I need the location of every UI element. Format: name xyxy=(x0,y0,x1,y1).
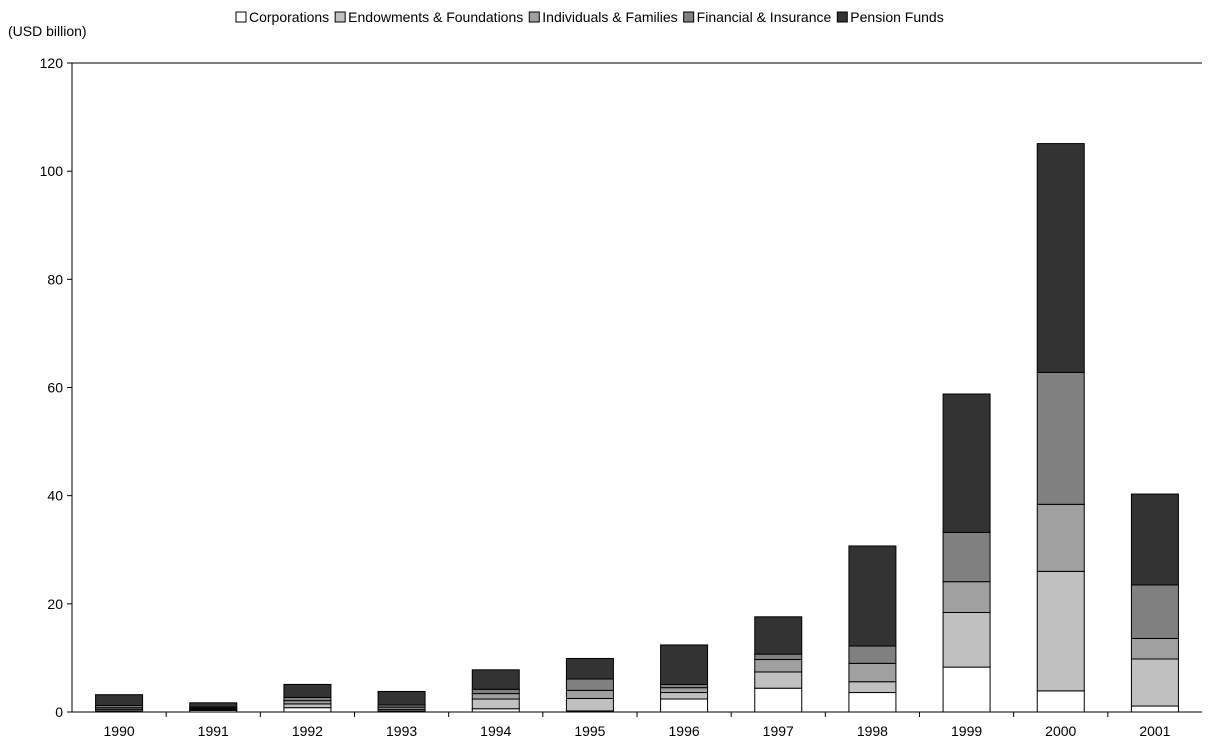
bar-segment-1999-series-0 xyxy=(942,666,991,713)
bar-segment-1997-series-1 xyxy=(754,671,803,689)
y-tick-label: 40 xyxy=(47,488,63,504)
bar-segment-1997-series-0 xyxy=(754,687,803,713)
bar-segment-2001-series-0 xyxy=(1130,705,1179,713)
bar-segment-2000-series-0 xyxy=(1036,690,1085,713)
bar-segment-2001-series-1 xyxy=(1130,658,1179,707)
bar-segment-1995-series-1 xyxy=(565,697,614,712)
bar-segment-1999-series-3 xyxy=(942,531,991,583)
legend-swatch xyxy=(683,11,695,23)
bar-segment-1997-series-4 xyxy=(754,616,803,655)
legend-item-4: Pension Funds xyxy=(836,9,944,25)
bar-segment-1996-series-4 xyxy=(660,644,709,685)
legend-swatch xyxy=(334,11,346,23)
legend-label: Individuals & Families xyxy=(542,9,677,25)
legend-swatch xyxy=(235,11,247,23)
bar-segment-1992-series-1 xyxy=(283,703,332,709)
x-tick-label-1999: 1999 xyxy=(951,723,982,739)
bar-segment-2001-series-3 xyxy=(1130,584,1179,639)
bar-segment-1999-series-1 xyxy=(942,611,991,668)
bar-segment-1996-series-0 xyxy=(660,698,709,713)
y-tick-label: 60 xyxy=(47,380,63,396)
bar-segment-2001-series-4 xyxy=(1130,493,1179,586)
bar-segment-1995-series-2 xyxy=(565,689,614,699)
legend-label: Endowments & Foundations xyxy=(348,9,523,25)
x-tick-label-2001: 2001 xyxy=(1139,723,1170,739)
x-tick-label-1995: 1995 xyxy=(574,723,605,739)
bar-segment-1998-series-0 xyxy=(848,692,897,713)
bar-segment-2000-series-4 xyxy=(1036,143,1085,373)
bar-segment-2001-series-2 xyxy=(1130,637,1179,660)
bar-segment-1990-series-4 xyxy=(95,694,144,707)
bar-segment-1994-series-4 xyxy=(471,669,520,690)
x-tick-label-1993: 1993 xyxy=(386,723,417,739)
bar-segment-1994-series-1 xyxy=(471,698,520,710)
bar-segment-1997-series-3 xyxy=(754,653,803,661)
x-tick-label-2000: 2000 xyxy=(1045,723,1076,739)
bar-segment-1992-series-0 xyxy=(283,707,332,713)
bar-segment-1991-series-4 xyxy=(189,702,238,708)
bar-segment-1993-series-4 xyxy=(377,690,426,706)
bar-segment-1998-series-4 xyxy=(848,545,897,647)
bar-segment-1995-series-3 xyxy=(565,678,614,691)
bar-segment-2000-series-3 xyxy=(1036,371,1085,505)
bar-segment-1999-series-4 xyxy=(942,393,991,533)
bar-segment-1998-series-3 xyxy=(848,645,897,664)
x-tick-label-1991: 1991 xyxy=(198,723,229,739)
bars-group xyxy=(95,143,1179,713)
bar-segment-1998-series-1 xyxy=(848,681,897,694)
x-tick-label-1996: 1996 xyxy=(669,723,700,739)
unit-label: (USD billion) xyxy=(8,23,87,39)
bar-segment-1995-series-4 xyxy=(565,657,614,680)
bar-segment-1996-series-2 xyxy=(660,687,709,694)
bar-segment-1996-series-1 xyxy=(660,692,709,700)
bar-segment-2000-series-1 xyxy=(1036,570,1085,692)
x-tick-label-1998: 1998 xyxy=(857,723,888,739)
legend-label: Financial & Insurance xyxy=(697,9,832,25)
y-tick-label: 0 xyxy=(55,704,63,720)
x-tick-label-1990: 1990 xyxy=(104,723,135,739)
bar-segment-1994-series-2 xyxy=(471,693,520,700)
legend-item-1: Endowments & Foundations xyxy=(334,9,523,25)
legend: Corporations Endowments & Foundations Indi… xyxy=(235,9,944,25)
y-tick-label: 120 xyxy=(40,55,64,71)
legend-label: Pension Funds xyxy=(850,9,943,25)
bar-segment-1998-series-2 xyxy=(848,662,897,683)
y-tick-label: 80 xyxy=(47,271,63,287)
bar-segment-1997-series-2 xyxy=(754,659,803,673)
legend-swatch xyxy=(836,11,848,23)
legend-swatch xyxy=(528,11,540,23)
bar-segment-1994-series-3 xyxy=(471,688,520,695)
legend-item-0: Corporations xyxy=(235,9,329,25)
x-tick-label-1992: 1992 xyxy=(292,723,323,739)
legend-item-3: Financial & Insurance xyxy=(683,9,832,25)
bar-segment-2000-series-2 xyxy=(1036,503,1085,572)
axes-group: 0 20 40 60 80 100 120 1990 1991 1992 1993 1994 1995 1… xyxy=(40,55,1202,739)
legend-item-2: Individuals & Families xyxy=(528,9,678,25)
bar-segment-1999-series-2 xyxy=(942,581,991,613)
y-tick-label: 20 xyxy=(47,596,63,612)
y-tick-label: 100 xyxy=(40,163,64,179)
legend-label: Corporations xyxy=(249,9,329,25)
x-tick-label-1994: 1994 xyxy=(480,723,511,739)
x-tick-label-1997: 1997 xyxy=(763,723,794,739)
bar-segment-1992-series-4 xyxy=(283,683,332,698)
